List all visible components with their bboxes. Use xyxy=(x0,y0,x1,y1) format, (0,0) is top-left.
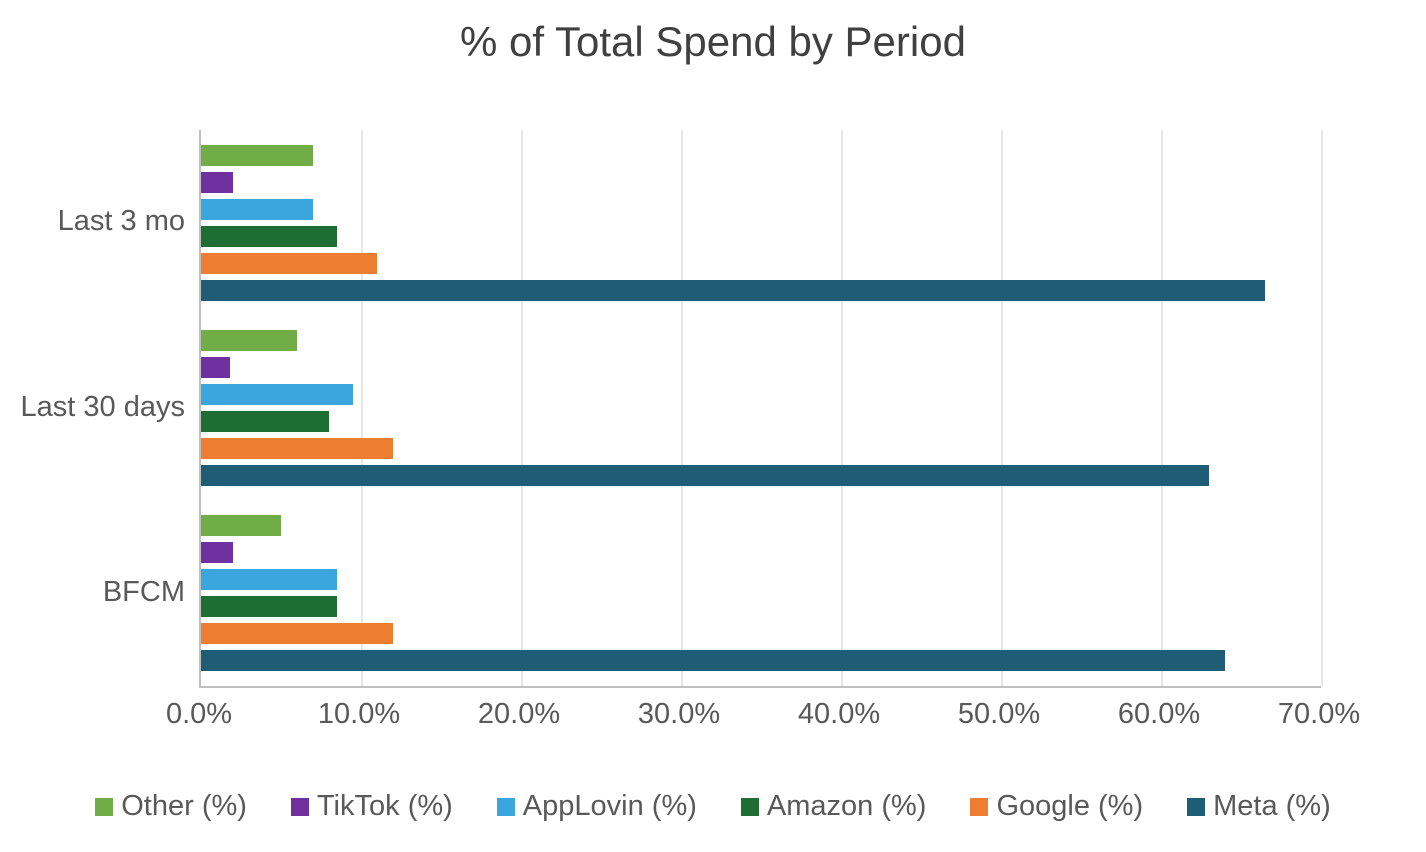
bar-other xyxy=(201,330,297,351)
x-tick-label: 0.0% xyxy=(166,698,232,731)
x-tick-label: 60.0% xyxy=(1118,698,1200,731)
bar-meta xyxy=(201,280,1265,301)
gridline xyxy=(521,130,523,686)
legend-item-tiktok: TikTok (%) xyxy=(291,790,453,823)
bar-amazon xyxy=(201,596,337,617)
chart-container: % of Total Spend by Period Other (%) TikT… xyxy=(0,0,1426,852)
y-axis-label: Last 30 days xyxy=(21,391,185,424)
bar-tiktok xyxy=(201,357,230,378)
bar-other xyxy=(201,515,281,536)
bar-applovin xyxy=(201,384,353,405)
x-tick-label: 20.0% xyxy=(478,698,560,731)
gridline xyxy=(681,130,683,686)
x-tick-label: 10.0% xyxy=(318,698,400,731)
legend-label: Amazon (%) xyxy=(767,790,927,823)
gridline xyxy=(1001,130,1003,686)
bar-amazon xyxy=(201,226,337,247)
legend-label: Other (%) xyxy=(121,790,247,823)
y-axis-label: Last 3 mo xyxy=(58,205,185,238)
legend-label: AppLovin (%) xyxy=(523,790,697,823)
legend-item-google: Google (%) xyxy=(970,790,1143,823)
bar-other xyxy=(201,145,313,166)
bar-applovin xyxy=(201,569,337,590)
legend-item-meta: Meta (%) xyxy=(1187,790,1331,823)
legend-swatch-icon xyxy=(1187,798,1205,816)
legend-item-applovin: AppLovin (%) xyxy=(497,790,697,823)
legend-swatch-icon xyxy=(741,798,759,816)
y-axis-label: BFCM xyxy=(103,576,185,609)
gridline xyxy=(1161,130,1163,686)
bar-applovin xyxy=(201,199,313,220)
legend-swatch-icon xyxy=(497,798,515,816)
legend: Other (%) TikTok (%) AppLovin (%) Amazon (%… xyxy=(0,790,1426,823)
legend-label: Meta (%) xyxy=(1213,790,1331,823)
legend-swatch-icon xyxy=(291,798,309,816)
bar-meta xyxy=(201,465,1209,486)
chart-title: % of Total Spend by Period xyxy=(0,18,1426,66)
legend-item-amazon: Amazon (%) xyxy=(741,790,927,823)
bar-meta xyxy=(201,650,1225,671)
x-tick-label: 40.0% xyxy=(798,698,880,731)
gridline xyxy=(361,130,363,686)
legend-swatch-icon xyxy=(95,798,113,816)
x-tick-label: 30.0% xyxy=(638,698,720,731)
x-tick-label: 70.0% xyxy=(1278,698,1360,731)
x-tick-label: 50.0% xyxy=(958,698,1040,731)
gridline xyxy=(1321,130,1323,686)
bar-tiktok xyxy=(201,542,233,563)
legend-label: TikTok (%) xyxy=(317,790,453,823)
bar-tiktok xyxy=(201,172,233,193)
legend-item-other: Other (%) xyxy=(95,790,247,823)
legend-label: Google (%) xyxy=(996,790,1143,823)
gridline xyxy=(841,130,843,686)
legend-swatch-icon xyxy=(970,798,988,816)
bar-google xyxy=(201,438,393,459)
bar-google xyxy=(201,623,393,644)
plot-area xyxy=(199,130,1321,688)
bar-amazon xyxy=(201,411,329,432)
bar-google xyxy=(201,253,377,274)
